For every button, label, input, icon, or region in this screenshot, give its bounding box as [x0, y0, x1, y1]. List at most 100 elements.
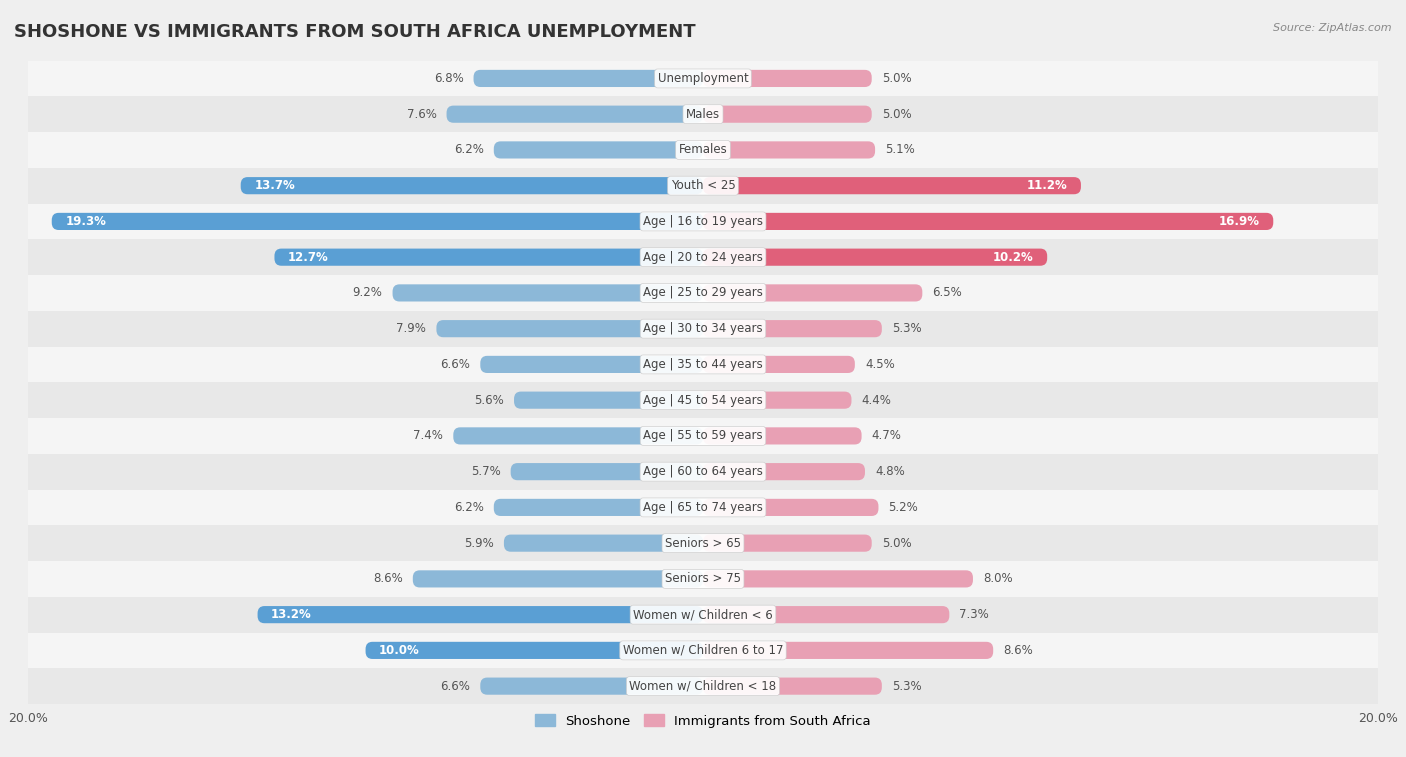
FancyBboxPatch shape: [436, 320, 703, 338]
Text: Women w/ Children < 6: Women w/ Children < 6: [633, 608, 773, 621]
Text: Women w/ Children < 18: Women w/ Children < 18: [630, 680, 776, 693]
Bar: [28, 668, 1378, 704]
Text: 5.0%: 5.0%: [882, 537, 911, 550]
Text: 11.2%: 11.2%: [1026, 179, 1067, 192]
Text: Unemployment: Unemployment: [658, 72, 748, 85]
Text: 7.3%: 7.3%: [959, 608, 990, 621]
FancyBboxPatch shape: [703, 499, 879, 516]
FancyBboxPatch shape: [703, 248, 1047, 266]
FancyBboxPatch shape: [503, 534, 703, 552]
Text: Seniors > 65: Seniors > 65: [665, 537, 741, 550]
Text: 5.0%: 5.0%: [882, 72, 911, 85]
Text: Age | 55 to 59 years: Age | 55 to 59 years: [643, 429, 763, 442]
FancyBboxPatch shape: [366, 642, 703, 659]
Text: 13.7%: 13.7%: [254, 179, 295, 192]
Text: Age | 45 to 54 years: Age | 45 to 54 years: [643, 394, 763, 407]
FancyBboxPatch shape: [703, 356, 855, 373]
FancyBboxPatch shape: [703, 106, 872, 123]
FancyBboxPatch shape: [515, 391, 703, 409]
Text: 5.0%: 5.0%: [882, 107, 911, 120]
Text: 4.8%: 4.8%: [875, 465, 905, 478]
Text: 7.4%: 7.4%: [413, 429, 443, 442]
Text: 5.3%: 5.3%: [891, 680, 921, 693]
Text: Youth < 25: Youth < 25: [671, 179, 735, 192]
Bar: [28, 525, 1378, 561]
Text: Source: ZipAtlas.com: Source: ZipAtlas.com: [1274, 23, 1392, 33]
Text: 7.9%: 7.9%: [396, 322, 426, 335]
FancyBboxPatch shape: [413, 570, 703, 587]
FancyBboxPatch shape: [703, 142, 875, 158]
Text: Females: Females: [679, 143, 727, 157]
FancyBboxPatch shape: [703, 285, 922, 301]
FancyBboxPatch shape: [703, 570, 973, 587]
Text: Age | 60 to 64 years: Age | 60 to 64 years: [643, 465, 763, 478]
FancyBboxPatch shape: [474, 70, 703, 87]
FancyBboxPatch shape: [510, 463, 703, 480]
Text: 4.4%: 4.4%: [862, 394, 891, 407]
Text: 5.2%: 5.2%: [889, 501, 918, 514]
Text: 4.5%: 4.5%: [865, 358, 894, 371]
Text: 5.7%: 5.7%: [471, 465, 501, 478]
FancyBboxPatch shape: [703, 177, 1081, 195]
Text: Seniors > 75: Seniors > 75: [665, 572, 741, 585]
FancyBboxPatch shape: [453, 427, 703, 444]
FancyBboxPatch shape: [703, 534, 872, 552]
Bar: [28, 597, 1378, 633]
Bar: [28, 168, 1378, 204]
Text: 16.9%: 16.9%: [1219, 215, 1260, 228]
Text: Age | 16 to 19 years: Age | 16 to 19 years: [643, 215, 763, 228]
Text: 5.1%: 5.1%: [886, 143, 915, 157]
FancyBboxPatch shape: [703, 678, 882, 695]
Text: 6.2%: 6.2%: [454, 143, 484, 157]
FancyBboxPatch shape: [257, 606, 703, 623]
Text: SHOSHONE VS IMMIGRANTS FROM SOUTH AFRICA UNEMPLOYMENT: SHOSHONE VS IMMIGRANTS FROM SOUTH AFRICA…: [14, 23, 696, 41]
FancyBboxPatch shape: [52, 213, 703, 230]
Legend: Shoshone, Immigrants from South Africa: Shoshone, Immigrants from South Africa: [530, 709, 876, 733]
Text: 8.6%: 8.6%: [373, 572, 402, 585]
Text: Age | 25 to 29 years: Age | 25 to 29 years: [643, 286, 763, 300]
FancyBboxPatch shape: [703, 463, 865, 480]
FancyBboxPatch shape: [481, 678, 703, 695]
Text: 6.5%: 6.5%: [932, 286, 962, 300]
FancyBboxPatch shape: [703, 213, 1274, 230]
Bar: [28, 633, 1378, 668]
Bar: [28, 490, 1378, 525]
Text: 7.6%: 7.6%: [406, 107, 436, 120]
Bar: [28, 204, 1378, 239]
FancyBboxPatch shape: [392, 285, 703, 301]
Text: 10.2%: 10.2%: [993, 251, 1033, 263]
Text: 19.3%: 19.3%: [65, 215, 105, 228]
Text: 6.8%: 6.8%: [433, 72, 464, 85]
FancyBboxPatch shape: [274, 248, 703, 266]
Bar: [28, 132, 1378, 168]
Bar: [28, 96, 1378, 132]
FancyBboxPatch shape: [703, 642, 993, 659]
Bar: [28, 418, 1378, 453]
Text: 13.2%: 13.2%: [271, 608, 312, 621]
Text: 10.0%: 10.0%: [380, 644, 420, 657]
Text: Age | 20 to 24 years: Age | 20 to 24 years: [643, 251, 763, 263]
Text: 9.2%: 9.2%: [353, 286, 382, 300]
Bar: [28, 275, 1378, 311]
FancyBboxPatch shape: [494, 142, 703, 158]
Bar: [28, 453, 1378, 490]
Text: 6.6%: 6.6%: [440, 680, 470, 693]
Text: 6.2%: 6.2%: [454, 501, 484, 514]
FancyBboxPatch shape: [481, 356, 703, 373]
FancyBboxPatch shape: [703, 427, 862, 444]
Bar: [28, 347, 1378, 382]
Text: 5.9%: 5.9%: [464, 537, 494, 550]
FancyBboxPatch shape: [447, 106, 703, 123]
Text: Women w/ Children 6 to 17: Women w/ Children 6 to 17: [623, 644, 783, 657]
Bar: [28, 382, 1378, 418]
Bar: [28, 239, 1378, 275]
Text: 8.6%: 8.6%: [1004, 644, 1033, 657]
Text: 8.0%: 8.0%: [983, 572, 1012, 585]
Text: 5.3%: 5.3%: [891, 322, 921, 335]
Bar: [28, 561, 1378, 597]
FancyBboxPatch shape: [703, 391, 852, 409]
Text: 5.6%: 5.6%: [474, 394, 503, 407]
Bar: [28, 311, 1378, 347]
Text: Age | 65 to 74 years: Age | 65 to 74 years: [643, 501, 763, 514]
Text: 6.6%: 6.6%: [440, 358, 470, 371]
